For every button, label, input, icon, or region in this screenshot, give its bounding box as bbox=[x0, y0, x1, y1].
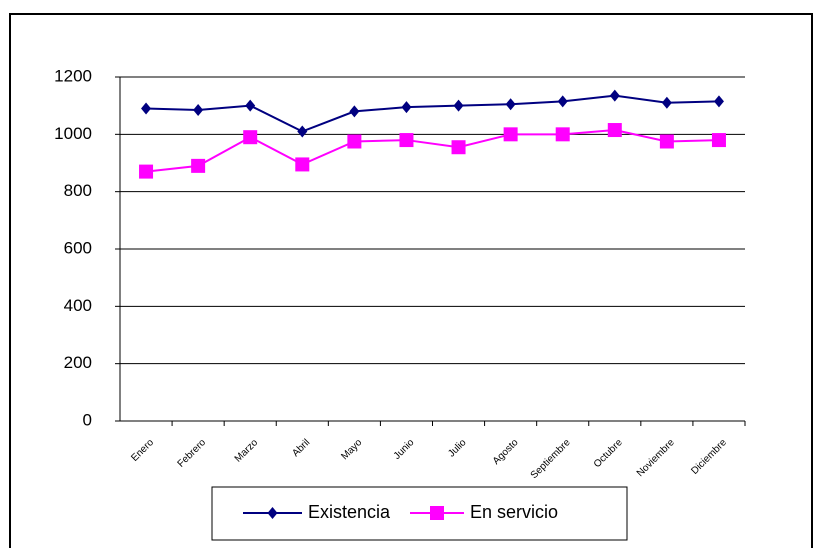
y-tick-label: 0 bbox=[83, 410, 92, 429]
point-marker bbox=[713, 95, 724, 108]
y-tick-label: 800 bbox=[64, 181, 92, 200]
point-marker bbox=[141, 102, 152, 115]
y-tick-label: 400 bbox=[64, 296, 92, 315]
point-marker bbox=[711, 133, 726, 148]
point-marker bbox=[609, 89, 620, 102]
legend-label: Existencia bbox=[308, 502, 391, 522]
point-marker bbox=[661, 96, 672, 109]
point-marker bbox=[347, 134, 362, 149]
point-marker bbox=[503, 127, 518, 142]
point-marker bbox=[505, 98, 516, 111]
point-marker bbox=[349, 105, 360, 118]
y-tick-label: 1000 bbox=[54, 124, 92, 143]
y-tick-label: 600 bbox=[64, 238, 92, 257]
point-marker bbox=[191, 158, 206, 173]
point-marker bbox=[139, 164, 154, 179]
point-marker bbox=[243, 130, 258, 145]
point-marker bbox=[451, 140, 466, 155]
point-marker bbox=[401, 101, 412, 114]
point-marker bbox=[267, 507, 278, 519]
legend-label: En servicio bbox=[470, 502, 558, 522]
point-marker bbox=[557, 95, 568, 108]
y-tick-label: 1200 bbox=[54, 66, 92, 85]
point-marker bbox=[295, 157, 310, 172]
point-marker bbox=[659, 134, 674, 149]
series-line bbox=[145, 129, 719, 173]
point-marker bbox=[245, 99, 256, 112]
point-marker bbox=[430, 506, 444, 520]
series-line bbox=[146, 94, 719, 133]
point-marker bbox=[453, 99, 464, 112]
point-marker bbox=[297, 125, 308, 138]
point-marker bbox=[399, 133, 414, 148]
point-marker bbox=[193, 103, 204, 116]
point-marker bbox=[555, 127, 570, 142]
y-tick-label: 200 bbox=[64, 353, 92, 372]
point-marker bbox=[607, 123, 622, 138]
